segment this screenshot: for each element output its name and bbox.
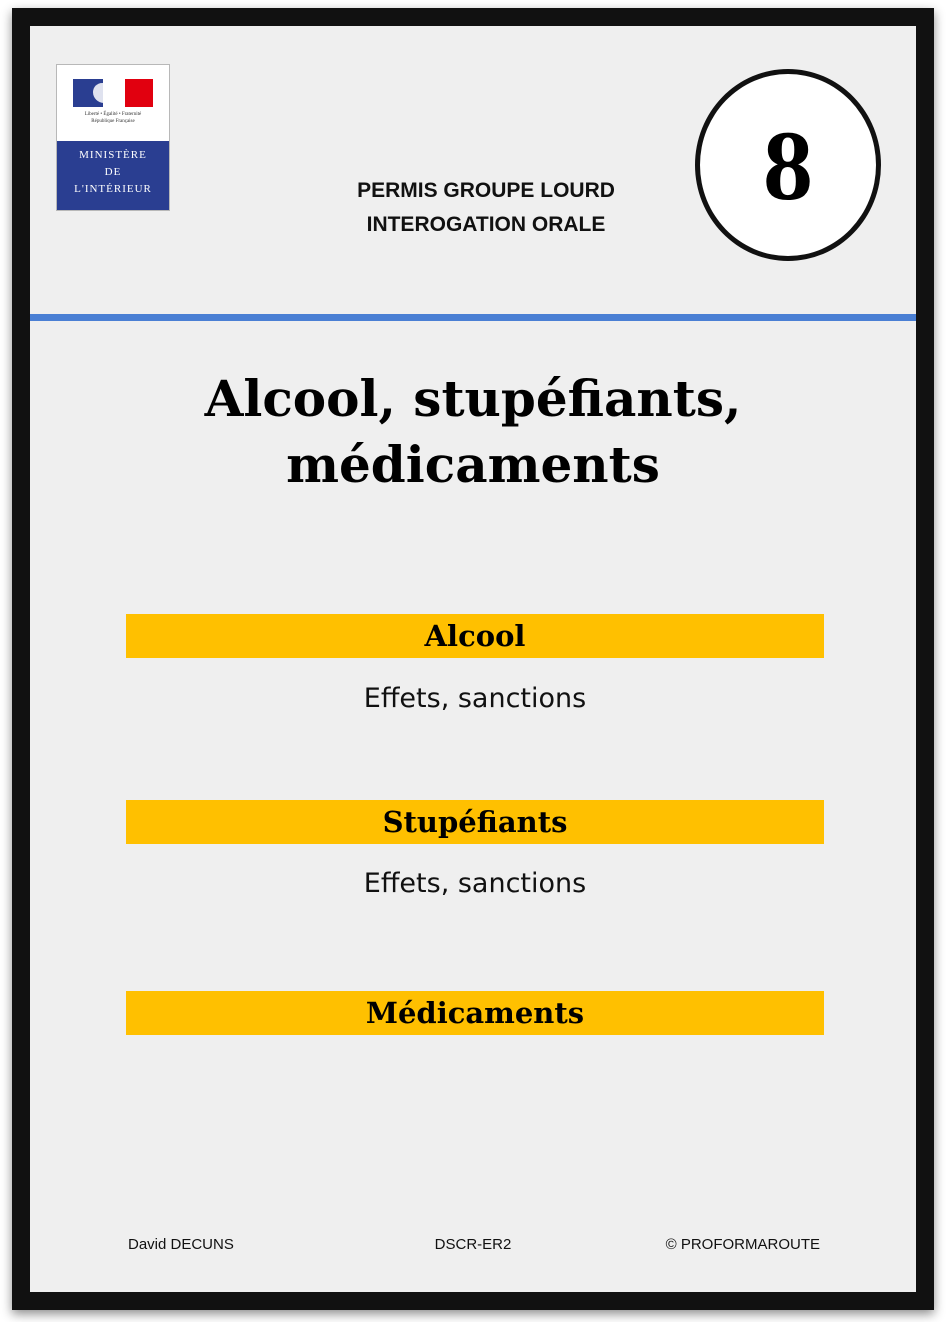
footer-code: DSCR-ER2 bbox=[434, 1236, 512, 1253]
section-subtitle-alcool: Effets, sanctions bbox=[363, 683, 587, 714]
section-subtitle-stupefiants: Effets, sanctions bbox=[363, 868, 587, 899]
header-title-line: PERMIS GROUPE LOURD bbox=[357, 179, 615, 202]
section-heading-medicaments: Médicaments bbox=[126, 991, 824, 1035]
logo-motto: Liberté • Égalité • Fraternité Républiqu… bbox=[84, 112, 142, 124]
footer-author: David DECUNS bbox=[128, 1236, 234, 1253]
page-title: Alcool, stupéfiants, médicaments bbox=[204, 369, 742, 494]
marianne-flag-icon bbox=[73, 79, 153, 107]
section-heading-alcool: Alcool bbox=[126, 614, 824, 658]
ministry-logo: Liberté • Égalité • Fraternité Républiqu… bbox=[56, 64, 170, 211]
logo-ministry-text: MINISTÈRE DE L'INTÉRIEUR bbox=[57, 141, 169, 210]
footer-copyright: © PROFORMAROUTE bbox=[665, 1236, 820, 1253]
header-divider bbox=[30, 314, 916, 321]
header-title: PERMIS GROUPE LOURD INTEROGATION ORALE bbox=[280, 174, 692, 242]
section-heading-stupefiants: Stupéfiants bbox=[126, 800, 824, 844]
question-card: Liberté • Égalité • Fraternité Républiqu… bbox=[30, 26, 916, 1292]
card-frame: Liberté • Égalité • Fraternité Républiqu… bbox=[12, 8, 934, 1310]
header-title-line: INTEROGATION ORALE bbox=[366, 213, 606, 236]
card-number-badge: 8 bbox=[695, 69, 881, 261]
logo-marianne-panel: Liberté • Égalité • Fraternité Républiqu… bbox=[57, 65, 169, 141]
